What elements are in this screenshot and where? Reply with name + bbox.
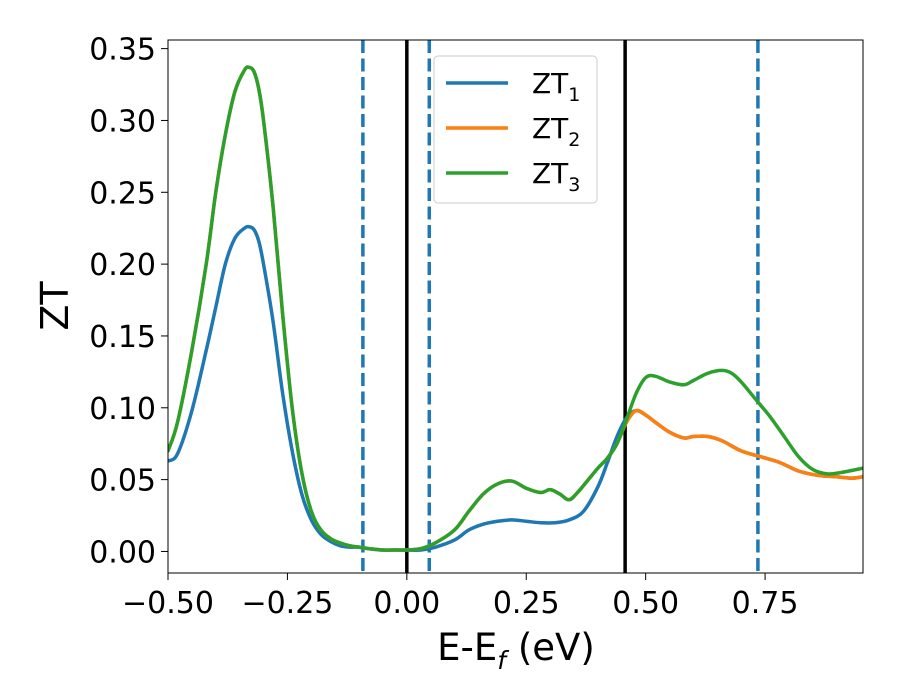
x-tick-label-3: 0.25 — [493, 586, 560, 621]
x-tick-label-2: 0.00 — [373, 586, 440, 621]
y-tick-label-1: 0.05 — [89, 464, 156, 499]
x-axis-label-main: E-E — [437, 626, 497, 669]
y-tick-label-6: 0.30 — [89, 104, 156, 139]
y-axis-label: ZT — [33, 281, 77, 331]
x-axis-label: E-Ef (eV) — [437, 626, 595, 675]
x-tick-label-0: −0.50 — [122, 586, 214, 621]
legend-items: ZT1 ZT2 ZT3 — [446, 67, 580, 196]
series-line-zt3 — [168, 65, 863, 552]
x-tick-label-5: 0.75 — [732, 586, 799, 621]
y-tick-label-0: 0.00 — [89, 535, 156, 570]
legend-label-zt3: ZT3 — [532, 157, 580, 196]
y-tick-label-2: 0.10 — [89, 392, 156, 427]
x-axis-label-unit: (eV) — [506, 626, 595, 669]
y-axis: 0.00 0.05 0.10 0.15 0.20 0.25 0.30 0.35 — [89, 33, 168, 570]
legend-label-zt2: ZT2 — [532, 112, 580, 151]
plot-frame — [167, 39, 864, 574]
y-tick-label-4: 0.20 — [89, 248, 156, 283]
y-tick-label-5: 0.25 — [89, 176, 156, 211]
legend-label-zt1: ZT1 — [532, 67, 580, 106]
x-axis: −0.50 −0.25 0.00 0.25 0.50 0.75 — [122, 573, 798, 621]
legend-box — [433, 55, 598, 204]
y-tick-label-7: 0.35 — [89, 33, 156, 68]
reference-lines — [361, 40, 760, 573]
y-tick-label-3: 0.15 — [89, 320, 156, 355]
x-tick-label-4: 0.50 — [612, 586, 679, 621]
legend: ZT1 ZT2 ZT3 — [433, 55, 598, 204]
x-tick-label-1: −0.25 — [241, 586, 333, 621]
series-lines — [168, 65, 863, 552]
